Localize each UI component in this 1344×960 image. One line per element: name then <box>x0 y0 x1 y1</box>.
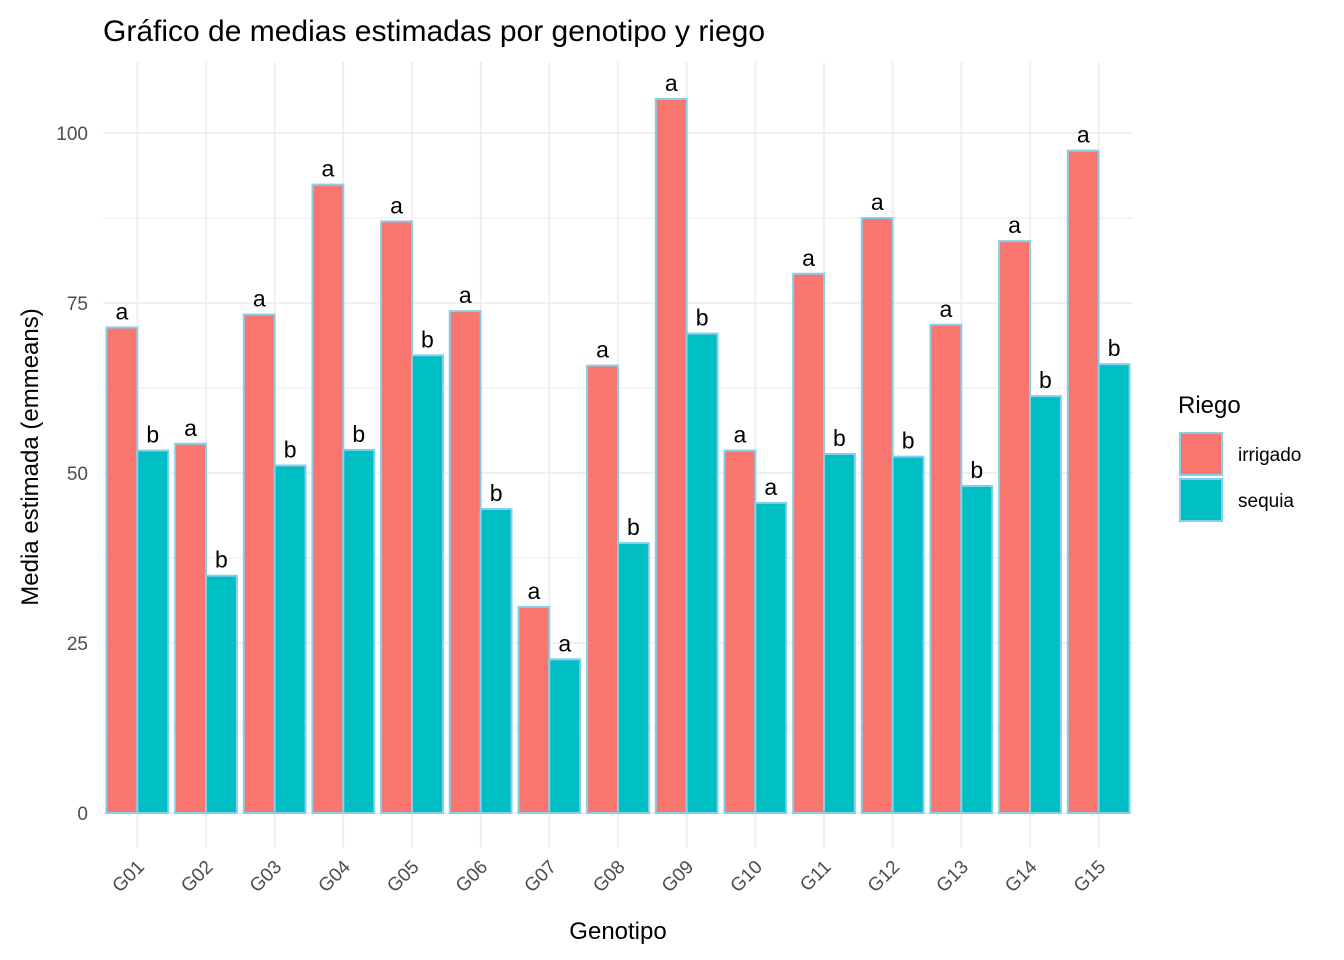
bar-irrigado-G01 <box>105 326 139 814</box>
bar-sequia-G03 <box>273 464 307 814</box>
bar-sequia-G02 <box>205 574 238 814</box>
bar-irrigado-G04 <box>311 183 345 814</box>
bar-sequia-G07 <box>548 658 582 814</box>
bar-irrigado-G06 <box>448 310 482 814</box>
bar-label-sequia-G01: b <box>146 422 159 448</box>
bar-label-irrigado-G15: a <box>1077 122 1090 148</box>
y-tick-label: 50 <box>67 464 88 485</box>
bar-irrigado-G11 <box>792 272 825 814</box>
bar-sequia-G09 <box>685 332 719 814</box>
bar-label-sequia-G03: b <box>284 437 297 463</box>
x-tick-label: G01 <box>109 857 149 897</box>
bar-label-sequia-G14: b <box>1039 367 1052 393</box>
bar-irrigado-G05 <box>380 220 414 814</box>
bar-sequia-G04 <box>342 448 376 814</box>
bar-irrigado-G09 <box>654 98 688 814</box>
bar-label-sequia-G07: a <box>558 630 571 656</box>
bar-label-irrigado-G11: a <box>802 245 815 271</box>
x-tick-label: G05 <box>383 857 423 897</box>
bar-label-irrigado-G10: a <box>733 422 746 448</box>
bar-irrigado-G15 <box>1066 149 1100 814</box>
bar-label-irrigado-G06: a <box>459 282 472 308</box>
bar-sequia-G01 <box>136 449 170 814</box>
y-axis-title: Media estimada (emmeans) <box>17 308 44 605</box>
legend-items: irrigado sequia <box>1179 432 1301 522</box>
bar-label-irrigado-G02: a <box>184 415 197 441</box>
bar-label-sequia-G15: b <box>1108 335 1121 361</box>
bar-sequia-G06 <box>479 508 513 814</box>
x-tick-label: G11 <box>796 857 835 896</box>
bar-irrigado-G14 <box>998 240 1031 814</box>
x-tick-label: G04 <box>315 856 356 897</box>
y-tick-label: 25 <box>67 634 88 655</box>
bar-label-irrigado-G01: a <box>115 298 128 324</box>
x-axis-ticks: G01 G02 G03 G04 G05 G06 G07 G08 G09 G10 G11 G12 G13 G… <box>109 856 1111 897</box>
bar-label-irrigado-G04: a <box>321 156 334 182</box>
bar-label-sequia-G12: b <box>902 428 915 454</box>
bar-label-irrigado-G07: a <box>527 578 540 604</box>
bar-label-irrigado-G12: a <box>871 189 884 215</box>
x-tick-label: G14 <box>1001 856 1042 897</box>
y-tick-label: 75 <box>67 294 88 315</box>
bar-irrigado-G07 <box>517 605 551 815</box>
bars <box>105 98 1131 815</box>
bar-label-sequia-G05: b <box>421 326 434 352</box>
legend-swatch-sequia <box>1179 478 1223 522</box>
bar-sequia-G10 <box>754 501 788 814</box>
bar-label-sequia-G09: b <box>696 305 709 331</box>
y-tick-label: 0 <box>77 804 88 825</box>
x-tick-label: G13 <box>933 857 973 897</box>
legend: Riego irrigado sequia <box>1178 392 1301 522</box>
bar-irrigado-G12 <box>860 217 894 814</box>
legend-swatch-irrigado <box>1179 432 1223 476</box>
x-tick-label: G09 <box>658 857 698 897</box>
bar-label-sequia-G13: b <box>970 457 983 483</box>
x-tick-label: G10 <box>727 857 767 897</box>
bar-irrigado-G10 <box>723 449 757 814</box>
x-tick-label: G02 <box>177 857 217 897</box>
chart-title: Gráfico de medias estimadas por genotipo… <box>103 15 765 48</box>
bar-sequia-G13 <box>960 484 994 814</box>
bar-sequia-G11 <box>823 452 856 814</box>
bar-label-sequia-G11: b <box>833 425 846 451</box>
legend-label-sequia: sequia <box>1238 491 1294 512</box>
bar-irrigado-G08 <box>586 364 619 814</box>
bar-sequia-G08 <box>617 542 650 814</box>
bar-irrigado-G03 <box>242 313 276 814</box>
bar-label-sequia-G08: b <box>627 514 640 540</box>
bar-label-irrigado-G03: a <box>253 286 266 312</box>
bar-label-irrigado-G09: a <box>665 70 678 96</box>
bar-label-sequia-G04: b <box>352 421 365 447</box>
x-tick-label: G12 <box>864 857 904 897</box>
x-tick-label: G15 <box>1070 857 1110 897</box>
bar-sequia-G05 <box>411 354 444 814</box>
bar-label-sequia-G02: b <box>215 547 228 573</box>
bar-sequia-G15 <box>1097 363 1131 814</box>
bar-label-irrigado-G05: a <box>390 192 403 218</box>
x-tick-label: G07 <box>521 857 561 897</box>
legend-label-irrigado: irrigado <box>1238 445 1301 466</box>
bar-irrigado-G13 <box>929 323 963 814</box>
y-tick-label: 100 <box>56 124 88 145</box>
bar-label-irrigado-G14: a <box>1008 212 1021 238</box>
legend-title: Riego <box>1178 392 1241 419</box>
bar-label-irrigado-G08: a <box>596 337 609 363</box>
bar-label-irrigado-G13: a <box>939 296 952 322</box>
x-axis-title: Genotipo <box>569 918 666 945</box>
bar-sequia-G14 <box>1029 395 1062 814</box>
x-tick-label: G03 <box>246 857 286 897</box>
x-tick-label: G08 <box>589 857 629 897</box>
x-tick-label: G06 <box>452 857 492 897</box>
bar-label-sequia-G06: b <box>490 480 503 506</box>
bar-sequia-G12 <box>891 455 925 814</box>
bar-irrigado-G02 <box>174 442 208 814</box>
y-axis-ticks: 0 25 50 75 100 <box>56 124 88 825</box>
bar-label-sequia-G10: a <box>764 474 777 500</box>
